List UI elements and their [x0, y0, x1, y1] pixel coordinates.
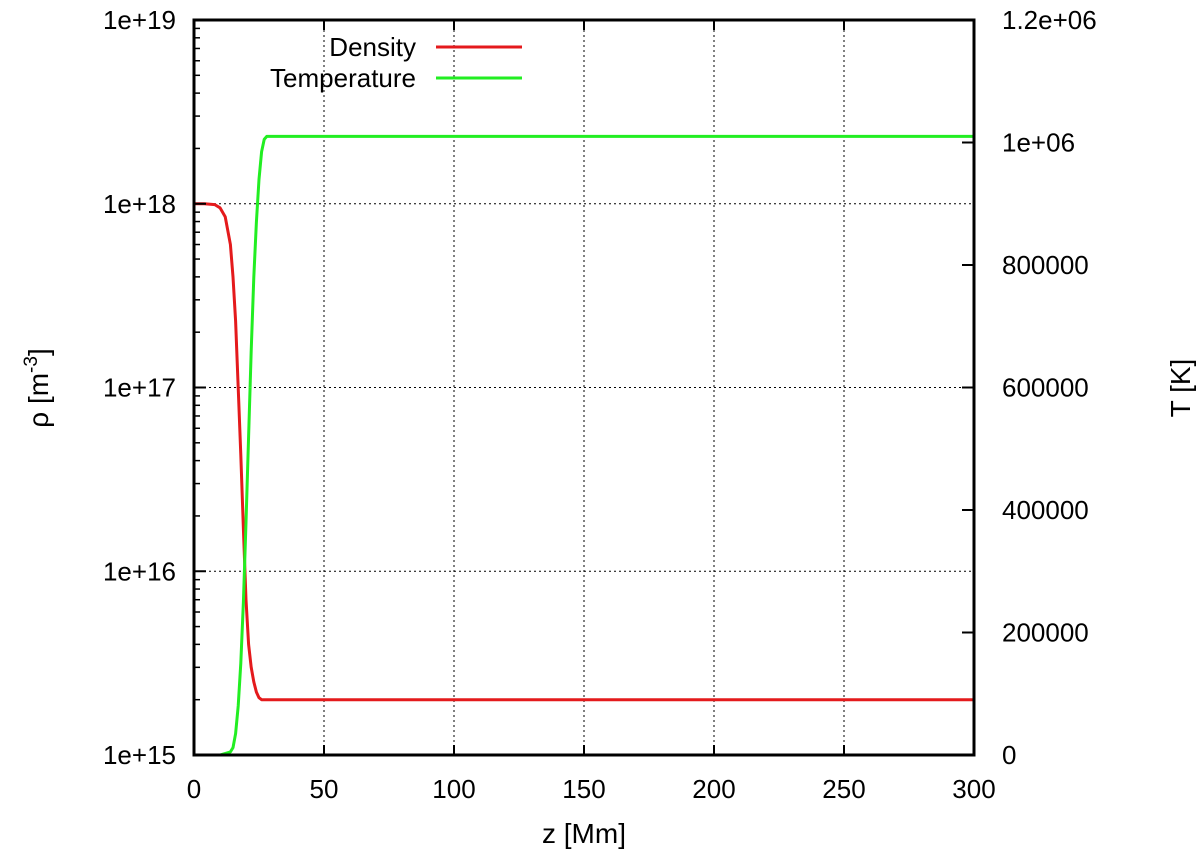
y-right-axis-title: T [K]: [1165, 359, 1196, 418]
y-left-tick-label: 1e+17: [103, 373, 176, 403]
x-tick-label: 300: [952, 774, 995, 804]
x-tick-label: 50: [310, 774, 339, 804]
y-left-tick-label: 1e+16: [103, 556, 176, 586]
y-right-tick-label: 600000: [1002, 373, 1089, 403]
legend-label-temperature: Temperature: [270, 63, 416, 93]
y-left-tick-label: 1e+15: [103, 740, 176, 770]
x-tick-label: 0: [187, 774, 201, 804]
x-axis-title: z [Mm]: [542, 818, 626, 849]
y-right-tick-label: 1e+06: [1002, 128, 1075, 158]
tick-labels: 0 50 100 150 200 250 300 1e+15 1e+16 1e+17 1e+18 1e…: [103, 5, 1097, 804]
y-left-axis-title: ρ [m-3]: [21, 348, 54, 428]
x-tick-label: 250: [822, 774, 865, 804]
y-left-tick-label: 1e+18: [103, 189, 176, 219]
y-left-tick-label: 1e+19: [103, 5, 176, 35]
x-tick-label: 150: [562, 774, 605, 804]
x-tick-label: 100: [432, 774, 475, 804]
plot-series: [192, 134, 976, 757]
y-right-tick-label: 0: [1002, 740, 1016, 770]
series-line-temperature: [192, 134, 976, 757]
x-tick-label: 200: [692, 774, 735, 804]
series-line-density: [192, 202, 976, 702]
legend-label-density: Density: [329, 32, 416, 62]
grid-lines: [194, 20, 974, 755]
y-right-tick-label: 200000: [1002, 618, 1089, 648]
axis-ticks: [193, 19, 975, 756]
y-right-tick-label: 400000: [1002, 495, 1089, 525]
y-right-tick-label: 800000: [1002, 250, 1089, 280]
legend: Density Temperature: [270, 32, 522, 93]
y-right-tick-label: 1.2e+06: [1002, 5, 1097, 35]
